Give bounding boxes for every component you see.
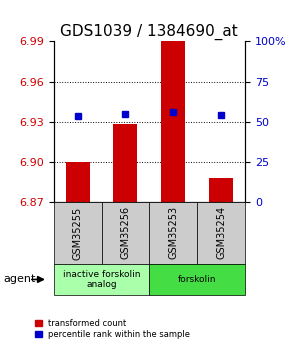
Bar [54,264,149,295]
Legend: transformed count, percentile rank within the sample: transformed count, percentile rank withi… [33,317,192,341]
Bar [54,202,102,264]
Text: forskolin: forskolin [178,275,216,284]
Text: GSM35255: GSM35255 [72,206,83,259]
Bar [102,202,149,264]
Bar [66,162,90,202]
Bar [149,202,197,264]
Bar [161,41,185,202]
Bar [209,178,233,202]
Text: inactive forskolin
analog: inactive forskolin analog [63,270,140,289]
Title: GDS1039 / 1384690_at: GDS1039 / 1384690_at [61,24,238,40]
Text: GSM35253: GSM35253 [168,206,178,259]
Bar [113,124,137,202]
Text: agent: agent [3,275,35,284]
Bar [197,202,245,264]
Text: GSM35256: GSM35256 [120,206,130,259]
Bar [149,264,245,295]
Text: GSM35254: GSM35254 [216,206,226,259]
